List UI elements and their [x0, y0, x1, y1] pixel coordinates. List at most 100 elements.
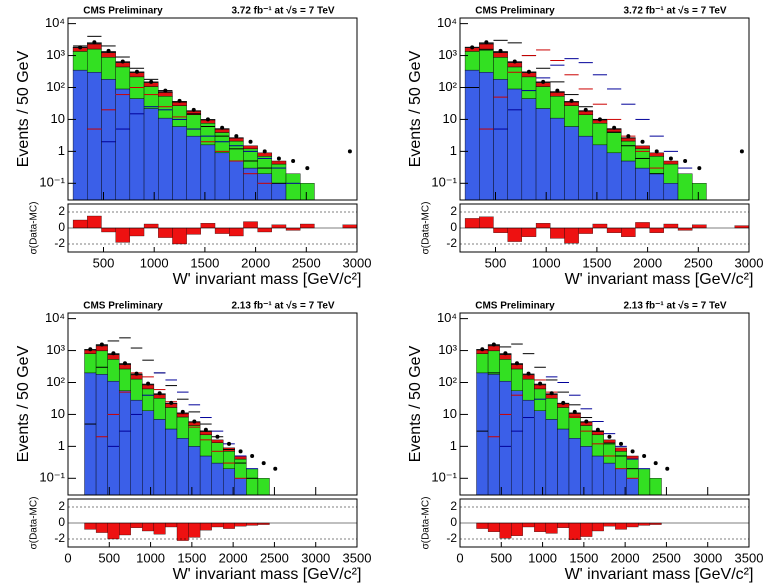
- stack-bar: [568, 416, 581, 439]
- x-axis-label: W' invariant mass [GeV/c²]: [565, 271, 754, 288]
- ratio-bar: [580, 522, 593, 537]
- ratio-bar: [535, 223, 551, 229]
- ratio-bar: [129, 227, 145, 237]
- x-tick-label: 3000: [693, 550, 722, 565]
- stack-bar: [115, 66, 131, 90]
- stack-bar: [188, 446, 201, 496]
- data-point: [484, 40, 489, 45]
- stack-bar: [521, 76, 537, 99]
- data-point: [347, 149, 352, 154]
- data-point: [169, 400, 174, 405]
- y-tick-label: 10³: [438, 47, 457, 62]
- ratio-y-label: σ(Data-MC): [421, 497, 432, 550]
- stack-bar: [487, 345, 500, 352]
- data-point: [191, 107, 196, 112]
- stack-bar: [603, 462, 616, 496]
- stack-bar: [153, 398, 166, 420]
- ratio-bar: [592, 223, 608, 229]
- ratio-bar: [557, 522, 570, 528]
- stack-bar: [550, 92, 565, 97]
- ratio-tick-label: 0: [450, 220, 457, 234]
- data-point: [78, 45, 83, 50]
- stack-bar: [176, 438, 189, 496]
- x-tick-label: 0: [456, 550, 463, 565]
- data-point: [595, 427, 600, 432]
- stack-bar: [626, 478, 639, 496]
- data-point: [250, 453, 255, 458]
- ratio-bar: [499, 522, 512, 539]
- y-tick-label: 10: [443, 406, 457, 421]
- ratio-bar: [591, 522, 604, 532]
- ratio-bar: [734, 225, 750, 229]
- stack-bar: [176, 416, 189, 439]
- y-tick-label: 10⁴: [437, 15, 457, 30]
- data-point: [583, 107, 588, 112]
- stack-bar: [172, 105, 187, 127]
- ratio-bar: [188, 522, 201, 538]
- data-point: [99, 342, 104, 347]
- data-point: [276, 156, 281, 161]
- x-tick-label: 500: [490, 550, 512, 565]
- panel: 10⁻¹ 1 10 10² 10³ 10⁴ -2 0 2 0 500 1000 1500 2000 2500…: [15, 301, 371, 584]
- data-point: [612, 125, 617, 130]
- stack-bar: [285, 173, 301, 201]
- data-point: [541, 79, 546, 84]
- x-tick-label: 2500: [292, 255, 321, 270]
- stack-bar: [130, 378, 143, 401]
- stack-bar: [234, 458, 247, 479]
- stack-bar: [107, 359, 120, 382]
- stack-bar: [692, 183, 707, 201]
- stack-bar: [580, 425, 593, 447]
- stack-bar: [214, 152, 230, 201]
- ratio-bar: [300, 223, 315, 229]
- ratio-bar: [564, 227, 579, 244]
- stack-bar: [487, 374, 500, 496]
- stack-bar: [246, 468, 259, 496]
- ratio-bar: [568, 522, 581, 540]
- stack-bar: [211, 439, 224, 443]
- stack-bar: [300, 183, 315, 201]
- stack-bar: [677, 173, 693, 201]
- y-tick-label: 1: [450, 143, 457, 158]
- stack-bar: [638, 468, 651, 496]
- chart-title: CMS Preliminary: [475, 301, 555, 312]
- ratio-bar: [214, 227, 230, 234]
- ratio-bar: [234, 522, 247, 527]
- stack-bar: [464, 69, 480, 201]
- stack-bar: [143, 108, 159, 201]
- x-tick-label: 3500: [735, 550, 764, 565]
- stack-bar: [476, 372, 489, 496]
- ratio-bar: [130, 522, 143, 528]
- x-tick-label: 1500: [569, 550, 598, 565]
- ratio-bar: [507, 227, 523, 242]
- stack-bar: [580, 446, 593, 496]
- stack-bar: [603, 439, 616, 443]
- ratio-frame: [67, 498, 358, 548]
- stack-bar: [165, 428, 178, 496]
- data-point: [526, 371, 531, 376]
- ratio-bar: [143, 223, 159, 229]
- subtitle: 3.72 fb⁻¹ at √s = 7 TeV: [231, 6, 334, 17]
- stack-bar: [158, 117, 173, 201]
- stack-bar: [142, 410, 155, 496]
- data-point: [88, 347, 93, 352]
- y-tick-label: 10⁻¹: [431, 175, 457, 190]
- data-point: [120, 59, 125, 64]
- data-point: [180, 409, 185, 414]
- stack-bar: [534, 388, 547, 411]
- stack-bar: [557, 407, 570, 430]
- ratio-bar: [172, 227, 187, 245]
- data-point: [227, 441, 232, 446]
- x-tick-label: 1000: [140, 255, 169, 270]
- stack-bar: [499, 380, 512, 496]
- panel: 10⁻¹ 1 10 10² 10³ 10⁴ -2 0 2 0 500 1000 1500 2000 2500…: [407, 301, 763, 584]
- data-point: [555, 88, 560, 93]
- ratio-tick-label: 2: [450, 204, 457, 218]
- data-point: [512, 59, 517, 64]
- stack-bar: [663, 163, 679, 184]
- stack-bar: [564, 105, 579, 127]
- stack-bar: [649, 173, 665, 201]
- ratio-bar: [142, 522, 155, 532]
- data-point: [491, 342, 496, 347]
